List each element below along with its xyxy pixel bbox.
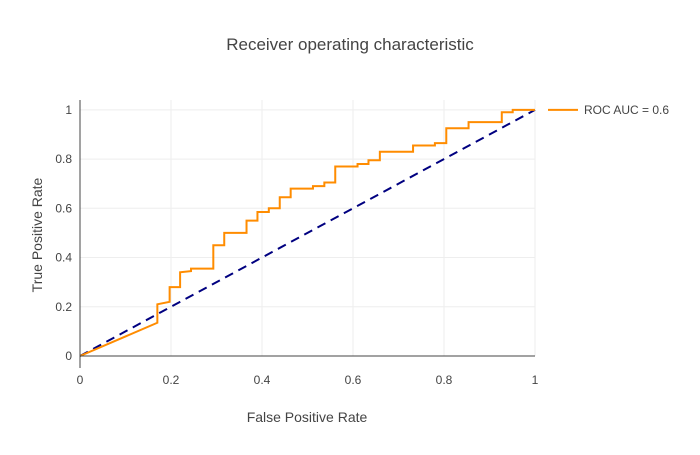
chart-title: Receiver operating characteristic	[226, 35, 474, 54]
x-tick-label: 0.2	[163, 373, 180, 387]
y-tick-label: 0.2	[55, 300, 72, 314]
series-layer	[79, 108, 536, 357]
x-tick-label: 0.4	[254, 373, 271, 387]
x-tick-label: 0.6	[345, 373, 362, 387]
grid	[80, 100, 536, 356]
x-axis-title: False Positive Rate	[247, 409, 368, 425]
axes	[79, 100, 535, 368]
chance-diagonal-line	[79, 108, 536, 357]
y-tick-label: 0	[65, 349, 72, 363]
x-tick-label: 0	[77, 373, 84, 387]
x-tick-label: 0.8	[436, 373, 453, 387]
ticks: 0 0.2 0.4 0.6 0.8 1 0 0.2 0.4 0.6 0.8 1	[55, 103, 538, 387]
legend-label: ROC AUC = 0.6	[584, 103, 669, 117]
y-tick-label: 0.8	[55, 152, 72, 166]
y-tick-label: 1	[65, 103, 72, 117]
y-tick-label: 0.4	[55, 251, 72, 265]
x-tick-label: 1	[532, 373, 539, 387]
roc-curve-line	[79, 108, 535, 357]
legend[interactable]: ROC AUC = 0.6	[548, 103, 669, 117]
y-tick-label: 0.6	[55, 201, 72, 215]
y-axis-title: True Positive Rate	[29, 177, 45, 292]
